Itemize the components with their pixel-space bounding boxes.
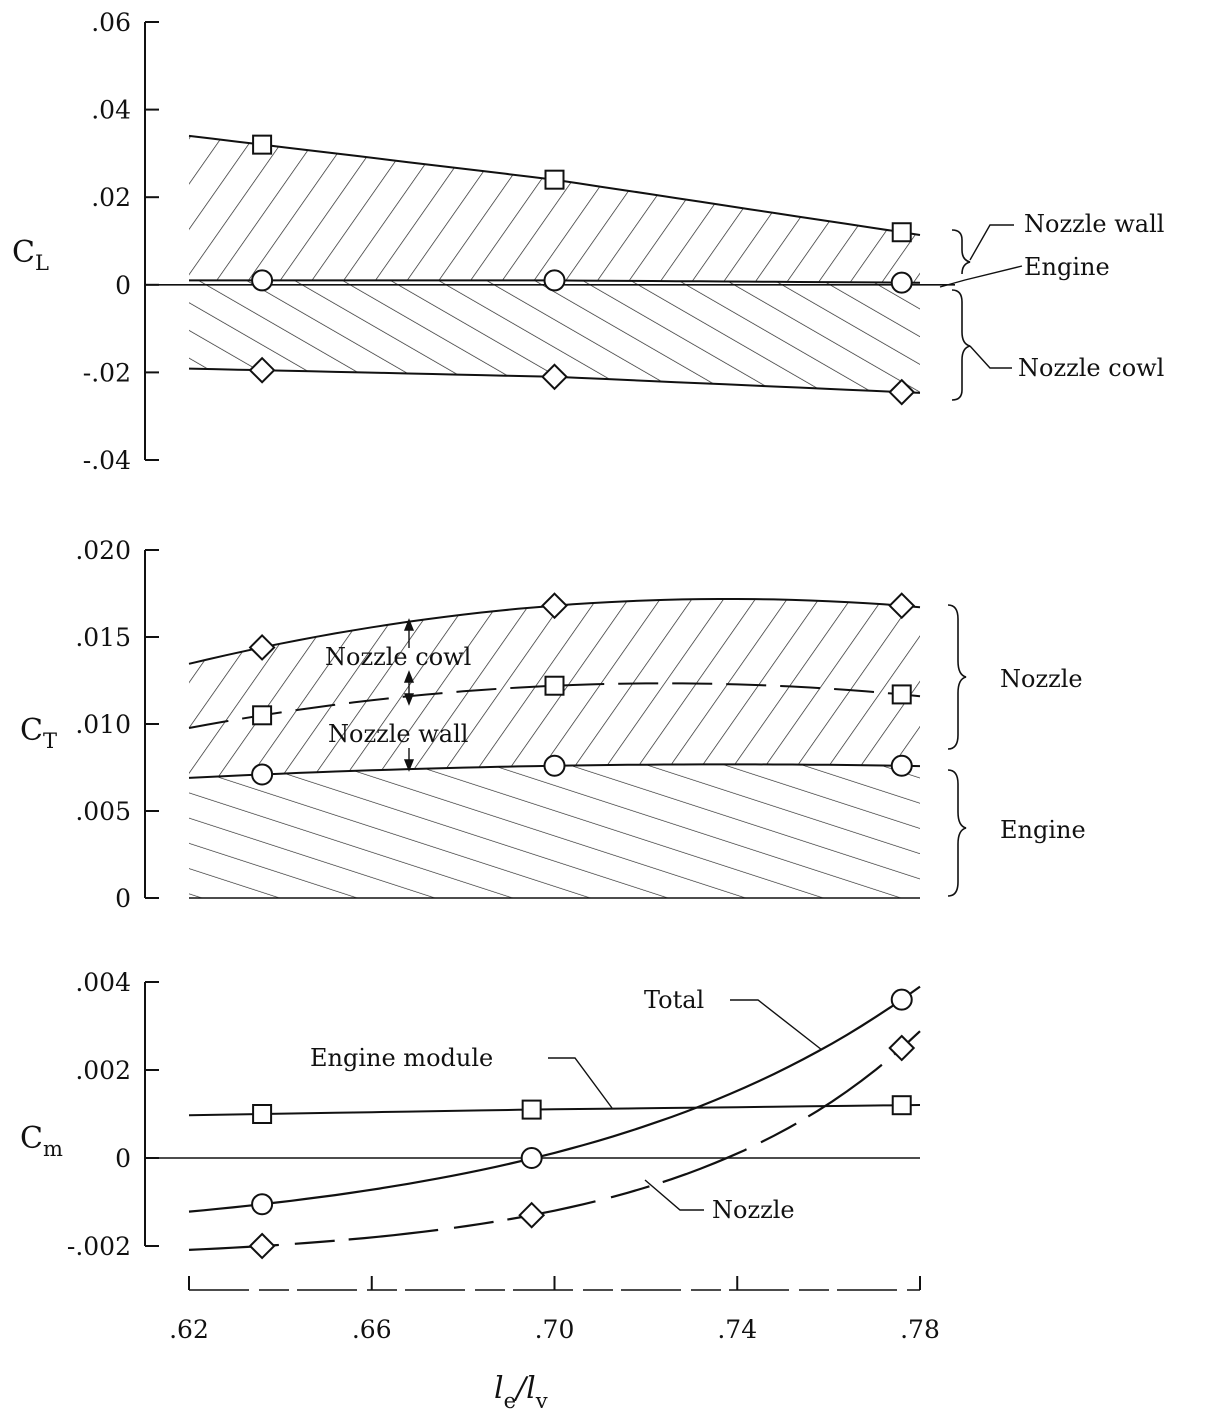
cm-line-nozzle [188, 1030, 921, 1251]
ct-y-axis-label: CT [20, 713, 57, 753]
cl-nozzle-wall-brace [951, 229, 971, 275]
cl-nozzle-wall-label: Nozzle wall [1024, 210, 1164, 238]
ct-point-nozzle-cowl [541, 592, 568, 620]
x-axis: .62 .66 .70 .74 .78 [169, 1276, 940, 1344]
cl-nozzle-cowl-label: Nozzle cowl [1018, 354, 1164, 382]
cm-point-total [520, 1147, 543, 1169]
cl-engine-label: Engine [1024, 253, 1110, 281]
ct-y-tick-label: .015 [75, 623, 131, 652]
cl-point-nozzle-cowl [888, 378, 916, 406]
cm-y-tick-label: -.002 [67, 1232, 131, 1261]
cl-point-engine [543, 269, 566, 292]
cl-point-nozzle-cowl [541, 363, 568, 391]
ct-engine-brace [947, 769, 967, 897]
x-tick-label: .70 [535, 1315, 575, 1344]
cl-markers [248, 134, 916, 406]
ct-y-axis: .020 .015 .010 .005 0 [75, 536, 159, 913]
x-tick-label: .74 [717, 1315, 757, 1344]
cm-point-engine-module [891, 1095, 912, 1116]
ct-markers [248, 592, 916, 786]
cl-point-engine [251, 269, 274, 292]
x-axis-label: le/lv [494, 1371, 548, 1413]
ct-point-engine [543, 754, 566, 777]
cm-y-tick-label: .004 [75, 968, 131, 997]
ct-panel: .020 .015 .010 .005 0 CT Nozzle cowl Nozzle … [20, 536, 1086, 913]
cm-point-nozzle [888, 1034, 916, 1062]
ct-point-nozzle-wall [891, 684, 912, 705]
cm-line-total [188, 985, 921, 1213]
cm-y-axis-label: Cm [20, 1121, 63, 1161]
cm-line-engine-module [188, 1104, 921, 1117]
cl-y-tick-label: 0 [115, 271, 131, 300]
cl-y-tick-label: -.02 [83, 358, 131, 387]
cl-panel: .06 .04 .02 0 -.02 -.04 CL Nozzle wall Engine… [12, 8, 1164, 475]
cm-markers [248, 988, 916, 1260]
cm-point-total [890, 988, 913, 1011]
ct-nozzle-wall-label: Nozzle wall [328, 720, 468, 748]
ct-nozzle-cowl-label: Nozzle cowl [325, 643, 471, 671]
cm-total-label: Total [644, 986, 704, 1014]
ct-nozzle-label: Nozzle [1000, 665, 1083, 693]
ct-y-tick-label: .010 [75, 710, 131, 739]
ct-line-nozzle-wall [188, 682, 921, 729]
cl-y-axis: .06 .04 .02 0 -.02 -.04 [83, 8, 159, 475]
ct-spacing-arrows [403, 618, 415, 772]
x-tick-label: .78 [900, 1315, 940, 1344]
ct-point-nozzle-cowl [888, 592, 916, 620]
cm-point-engine-module [252, 1104, 273, 1124]
ct-engine-label: Engine [1000, 816, 1086, 844]
ct-y-tick-label: 0 [115, 884, 131, 913]
cl-point-nozzle-wall [891, 222, 912, 243]
ct-engine-area [189, 764, 920, 898]
ct-point-engine [890, 754, 913, 777]
ct-point-nozzle-cowl [248, 634, 276, 661]
cl-y-tick-label: .04 [91, 96, 131, 125]
cl-nozzle-wall-area [189, 135, 920, 283]
ct-y-tick-label: .005 [75, 797, 131, 826]
cm-total-leader [730, 999, 823, 1051]
ct-point-nozzle-wall [252, 705, 273, 726]
ct-y-tick-label: .020 [75, 536, 131, 565]
cm-engine-module-label: Engine module [310, 1044, 493, 1072]
cl-engine-leader [939, 265, 1023, 288]
cm-nozzle-leader [644, 1179, 704, 1211]
cm-point-nozzle [248, 1232, 276, 1260]
cl-point-nozzle-wall [252, 134, 273, 155]
x-tick-label: .66 [352, 1315, 392, 1344]
ct-nozzle-brace [947, 604, 967, 750]
cm-y-axis: .004 .002 0 -.002 [67, 968, 159, 1261]
cl-nozzle-wall-leader [969, 224, 1014, 261]
cm-nozzle-label: Nozzle [712, 1196, 795, 1224]
cl-nozzle-cowl-area [189, 280, 920, 393]
cm-point-total [251, 1193, 274, 1216]
cm-point-nozzle [518, 1201, 546, 1229]
cl-point-engine [890, 271, 913, 294]
cl-nozzle-cowl-brace [951, 289, 971, 401]
cl-y-tick-label: .06 [91, 8, 131, 37]
ct-point-engine [251, 763, 274, 786]
cl-nozzle-cowl-leader [969, 345, 1012, 369]
ct-point-nozzle-wall [544, 675, 565, 696]
cm-y-tick-label: 0 [115, 1144, 131, 1173]
cl-y-tick-label: -.04 [83, 446, 131, 475]
cl-y-axis-label: CL [12, 235, 49, 275]
cm-point-engine-module [521, 1099, 542, 1120]
cm-y-tick-label: .002 [75, 1056, 131, 1085]
x-tick-label: .62 [169, 1315, 209, 1344]
cl-point-nozzle-cowl [248, 356, 276, 384]
cm-engine-module-leader [548, 1057, 613, 1109]
cl-point-nozzle-wall [544, 169, 565, 190]
cl-y-tick-label: .02 [91, 183, 131, 212]
